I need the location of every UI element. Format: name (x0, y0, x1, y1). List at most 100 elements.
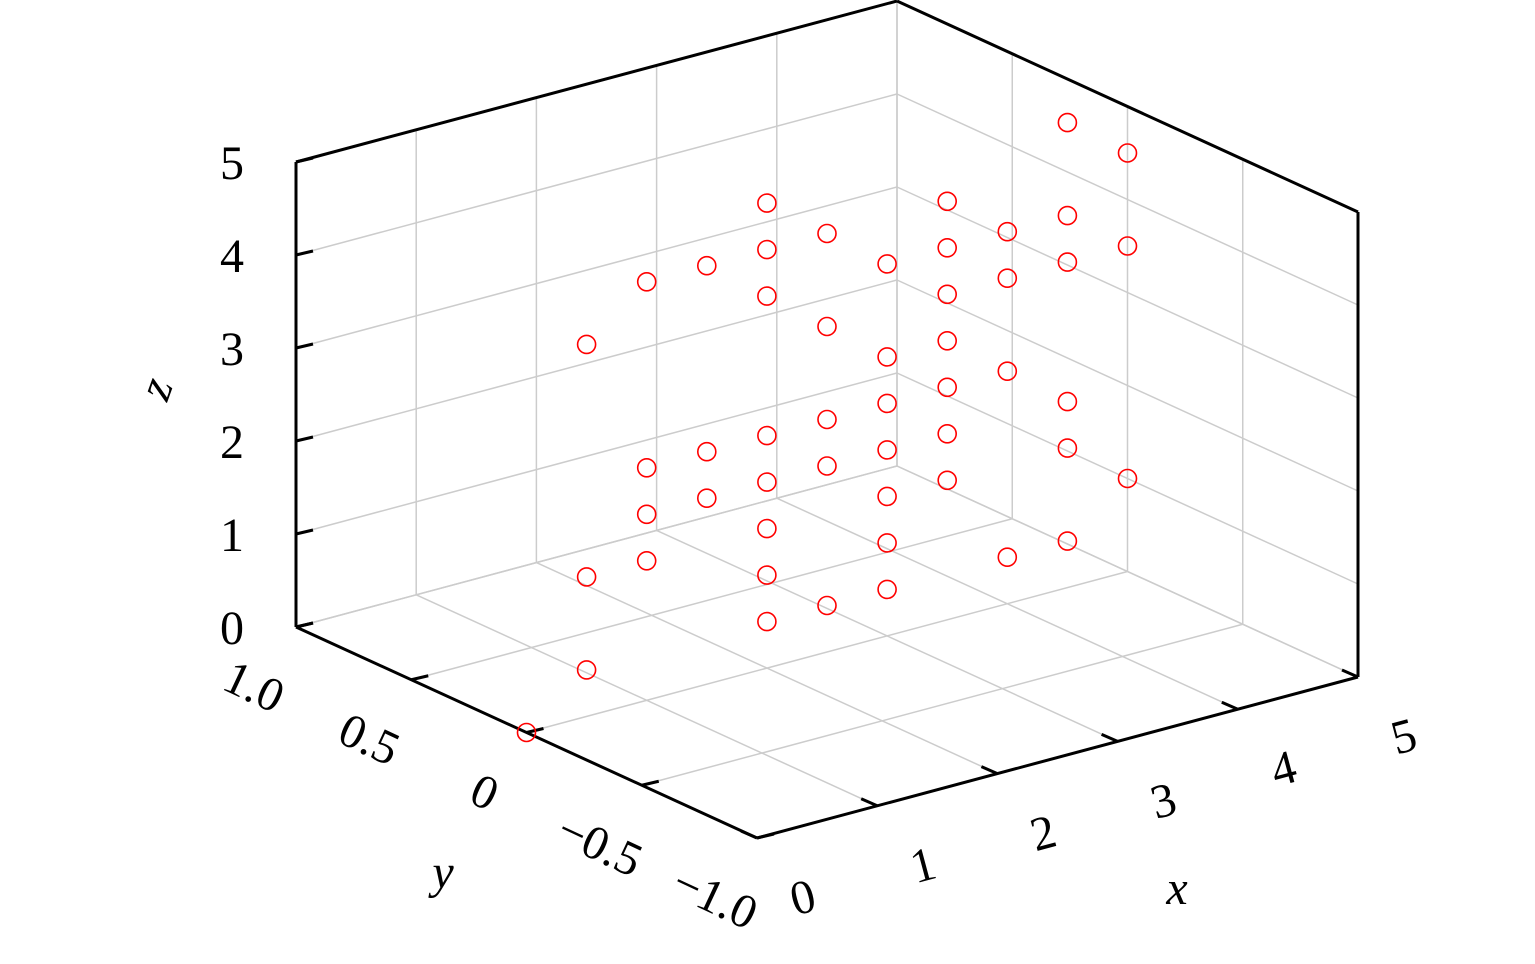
point (937, 238, 958, 258)
y-tick (641, 779, 660, 787)
point (817, 456, 837, 476)
point (877, 579, 897, 600)
x-tick (1100, 733, 1119, 743)
point (696, 441, 717, 462)
point (757, 518, 777, 539)
z-tick-label: 1 (220, 509, 244, 562)
z-tick-label: 0 (220, 602, 244, 655)
point (937, 423, 958, 444)
x-tick-label: 4 (1265, 740, 1302, 797)
z-tick (295, 156, 314, 164)
point (1117, 236, 1138, 256)
point (696, 488, 717, 509)
point (757, 611, 777, 632)
point (636, 550, 657, 571)
point (576, 660, 597, 680)
x-tick (740, 829, 758, 840)
point (1057, 531, 1078, 551)
point (757, 193, 777, 213)
axis-line (756, 675, 1359, 840)
point (877, 393, 897, 414)
point (817, 316, 837, 337)
grid-line (411, 518, 1013, 681)
grid (295, 0, 1359, 839)
y-tick-label: 0.5 (331, 703, 408, 776)
point (757, 472, 777, 492)
point (997, 361, 1018, 382)
point (696, 255, 717, 276)
point (636, 271, 657, 292)
grid-line (896, 279, 1359, 492)
point (937, 470, 958, 491)
grid-line (896, 186, 1359, 399)
point (937, 330, 958, 351)
y-tick (295, 621, 314, 629)
y-tick-label: 1.0 (216, 650, 293, 723)
x-axis-label: x (1165, 862, 1187, 915)
z-tick (295, 435, 314, 443)
point (877, 254, 897, 274)
y-tick (756, 832, 775, 840)
point (877, 486, 897, 507)
z-tick-label: 5 (220, 137, 244, 190)
x-tick (980, 765, 999, 775)
point (937, 377, 958, 398)
point (1117, 468, 1138, 489)
point (516, 722, 537, 743)
z-tick-label: 2 (220, 416, 244, 469)
z-tick (295, 342, 314, 350)
x-tick-label: 3 (1145, 772, 1182, 829)
x-tick (860, 797, 878, 808)
point (757, 239, 777, 260)
grid-line (295, 465, 898, 628)
point (937, 284, 958, 305)
axis-line (295, 0, 898, 164)
point (757, 286, 777, 306)
x-tick-label: 5 (1385, 708, 1422, 765)
point (997, 221, 1018, 242)
z-tick-label: 3 (220, 323, 244, 376)
y-tick-label: −0.5 (549, 803, 650, 888)
x-tick-label: 2 (1025, 805, 1062, 862)
point (877, 440, 897, 460)
point (1057, 252, 1078, 272)
x-tick-label: 0 (784, 869, 821, 926)
x-tick (1221, 700, 1239, 711)
x-tick-label: 1 (905, 837, 942, 894)
grid-line (295, 372, 898, 535)
point (636, 504, 657, 525)
point (817, 595, 837, 616)
point (1057, 112, 1078, 133)
z-axis-label: z (127, 370, 184, 407)
point (997, 547, 1018, 568)
point (877, 347, 897, 367)
point (817, 409, 837, 430)
point (1057, 205, 1078, 226)
points (516, 112, 1138, 743)
point (1117, 143, 1138, 163)
point (757, 565, 777, 585)
point (636, 457, 657, 478)
y-tick (410, 674, 429, 682)
axis-line (896, 0, 1359, 214)
z-tick (295, 249, 314, 257)
point (576, 334, 597, 355)
y-tick-label: −1.0 (664, 856, 765, 941)
point (937, 191, 958, 212)
point (1057, 391, 1078, 412)
grid-line (295, 93, 898, 256)
grid-line (526, 570, 1128, 734)
point (1057, 438, 1078, 458)
y-tick-label: 0 (462, 763, 506, 821)
grid-line (295, 186, 898, 349)
grid-line (295, 279, 898, 442)
z-tick (295, 528, 314, 536)
grid-line (896, 372, 1359, 585)
point (757, 425, 777, 446)
point (576, 567, 597, 587)
grid-line (641, 623, 1243, 786)
y-axis-label: y (427, 846, 454, 899)
z-tick-label: 4 (220, 230, 244, 283)
